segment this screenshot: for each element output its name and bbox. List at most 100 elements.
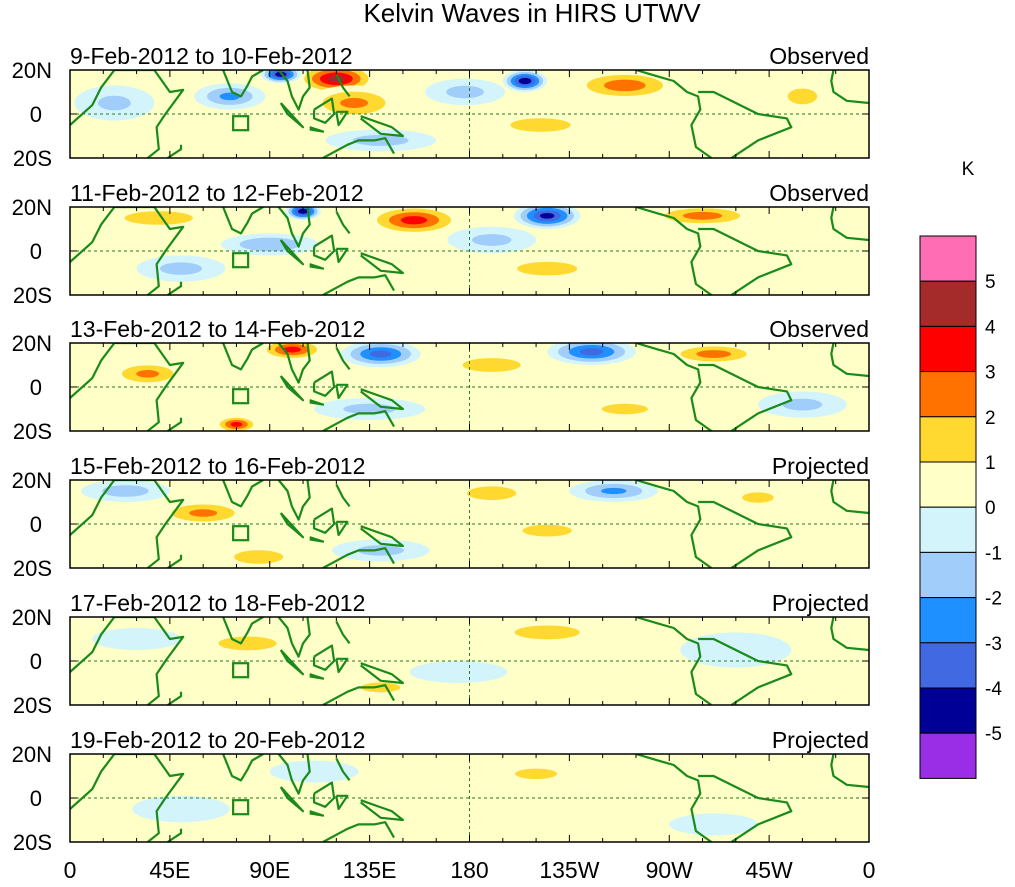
coastline xyxy=(335,73,351,98)
coastline xyxy=(313,370,336,397)
coastline xyxy=(335,247,349,264)
x-tick-label: 0 xyxy=(863,857,876,883)
coastline xyxy=(335,483,351,508)
anomaly-contour xyxy=(517,261,578,276)
panel-date-range: 11-Feb-2012 to 12-Feb-2012 xyxy=(70,180,364,206)
box-marker xyxy=(232,662,250,679)
colorbar-tick-label: -5 xyxy=(985,724,1002,745)
anomaly-contour xyxy=(696,350,731,358)
x-tick-label: 180 xyxy=(450,857,488,883)
coastline xyxy=(309,399,325,406)
coastline xyxy=(322,547,395,568)
coastline xyxy=(309,263,325,270)
box-marker xyxy=(232,525,250,542)
anomaly-contour xyxy=(218,636,277,651)
anomaly-contour xyxy=(522,524,572,537)
colorbar-tick-label: 4 xyxy=(985,317,996,338)
coastline xyxy=(313,234,336,261)
coastline xyxy=(335,794,349,811)
coastline xyxy=(830,343,869,378)
coastline xyxy=(635,754,713,842)
panel-status: Projected xyxy=(772,453,869,479)
anomaly-contour xyxy=(132,795,230,823)
x-tick-label: 45W xyxy=(745,857,793,883)
coastline xyxy=(167,417,183,431)
y-tick-label: 20N xyxy=(12,195,52,220)
coastline xyxy=(830,617,869,652)
coastline xyxy=(279,649,305,676)
panel-status: Observed xyxy=(769,43,869,69)
panel-2: 20N 0 20S 11-Feb-2012 to 12-Feb-2012 Observe… xyxy=(12,180,870,308)
anomaly-contour xyxy=(604,79,646,92)
coastline xyxy=(279,239,305,266)
x-tick-label: 135E xyxy=(343,857,397,883)
coastline xyxy=(313,644,336,671)
anomaly-contour xyxy=(269,760,359,783)
colorbar-bin xyxy=(919,416,977,463)
coastline xyxy=(309,126,325,133)
anomaly-contour xyxy=(540,212,555,219)
anomaly-contour xyxy=(357,545,404,556)
coastline xyxy=(222,70,264,98)
coastline xyxy=(313,97,336,124)
coastline xyxy=(698,637,793,705)
panel-date-range: 17-Feb-2012 to 18-Feb-2012 xyxy=(70,590,365,616)
anomaly-contour xyxy=(327,75,345,83)
y-tick-label: 20S xyxy=(13,146,52,171)
colorbar-tick-label: 2 xyxy=(985,408,996,429)
anomaly-contour xyxy=(230,422,243,427)
anomaly-contour xyxy=(159,262,202,275)
coastline xyxy=(698,363,793,431)
panel-status: Projected xyxy=(772,727,869,753)
box-marker xyxy=(232,115,250,132)
panel-status: Observed xyxy=(769,316,869,342)
coastline xyxy=(222,207,264,235)
coastline xyxy=(322,410,395,431)
panel-date-range: 9-Feb-2012 to 10-Feb-2012 xyxy=(70,43,353,69)
coastline xyxy=(635,343,713,431)
coastline xyxy=(277,70,311,111)
coastline xyxy=(313,781,336,808)
coastline xyxy=(167,281,183,295)
coastline xyxy=(335,620,351,645)
coastline xyxy=(70,343,185,431)
colorbar: K 5 4 3 2 1 0 -1 -2 -3 -4 -5 xyxy=(919,159,1002,779)
coastline xyxy=(222,480,264,508)
anomaly-contour xyxy=(97,95,131,111)
anomaly-contour xyxy=(515,768,558,780)
coastline xyxy=(830,207,869,242)
colorbar-bin xyxy=(919,687,977,734)
coastline xyxy=(279,786,305,813)
panel-date-range: 13-Feb-2012 to 14-Feb-2012 xyxy=(70,316,365,342)
y-tick-label: 0 xyxy=(30,786,42,811)
anomaly-contour xyxy=(189,509,218,517)
y-tick-label: 20S xyxy=(13,556,52,581)
coastline xyxy=(635,617,713,705)
anomaly-contour xyxy=(340,97,369,109)
coastline xyxy=(322,684,395,705)
coastline xyxy=(279,375,305,402)
anomaly-contour xyxy=(283,346,301,353)
y-tick-label: 0 xyxy=(30,239,42,264)
coastline xyxy=(322,137,395,158)
panel-date-range: 19-Feb-2012 to 20-Feb-2012 xyxy=(70,727,365,753)
colorbar-bin xyxy=(919,506,977,553)
colorbar-bin xyxy=(919,642,977,689)
colorbar-bin xyxy=(919,551,977,599)
chart-title: Kelvin Waves in HIRS UTWV xyxy=(363,0,701,28)
anomaly-contour xyxy=(360,682,401,693)
anomaly-contour xyxy=(579,348,604,356)
coastline xyxy=(322,274,395,295)
coastline xyxy=(335,757,351,782)
anomaly-contour xyxy=(742,492,774,503)
panel-status: Observed xyxy=(769,180,869,206)
coastline xyxy=(830,754,869,789)
coastline xyxy=(360,388,404,411)
colorbar-tick-label: -4 xyxy=(985,679,1002,700)
coastline xyxy=(322,821,395,842)
anomaly-contour xyxy=(787,88,818,105)
anomaly-contour xyxy=(601,487,627,495)
x-axis: 0 45E 90E 135E 180 135W 90W 45W 0 xyxy=(64,857,876,883)
anomaly-contour xyxy=(409,661,508,683)
